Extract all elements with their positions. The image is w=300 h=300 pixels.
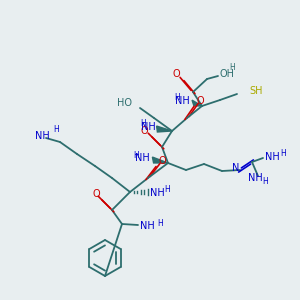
Text: O: O — [172, 69, 180, 79]
Text: H: H — [157, 218, 163, 227]
Text: SH: SH — [249, 86, 262, 96]
Text: N: N — [232, 163, 239, 173]
Text: H: H — [262, 176, 268, 185]
Text: OH: OH — [220, 69, 235, 79]
Text: H: H — [140, 118, 146, 127]
Text: NH: NH — [150, 188, 165, 198]
Text: O: O — [92, 189, 100, 199]
Polygon shape — [152, 157, 168, 163]
Text: NH: NH — [175, 96, 190, 106]
Text: H: H — [164, 185, 170, 194]
Text: NH: NH — [265, 152, 280, 162]
Text: H: H — [53, 124, 59, 134]
Text: H: H — [174, 94, 180, 103]
Text: H: H — [229, 64, 235, 73]
Text: HO: HO — [117, 98, 132, 108]
Text: H: H — [133, 151, 139, 160]
Text: O: O — [196, 96, 204, 106]
Text: NH: NH — [135, 153, 150, 163]
Text: O: O — [158, 156, 166, 166]
Text: H: H — [280, 149, 286, 158]
Text: NH: NH — [248, 173, 263, 183]
Polygon shape — [157, 126, 172, 132]
Text: O: O — [140, 126, 148, 136]
Text: NH: NH — [140, 221, 155, 231]
Text: NH: NH — [34, 131, 50, 141]
Text: NH: NH — [141, 122, 156, 132]
Polygon shape — [192, 100, 202, 106]
